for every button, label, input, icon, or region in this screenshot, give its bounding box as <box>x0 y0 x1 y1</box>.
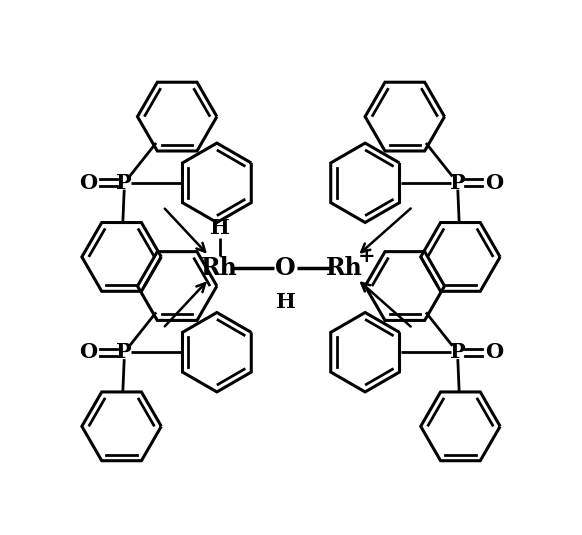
Text: Rh: Rh <box>201 256 238 279</box>
Text: O: O <box>79 173 97 193</box>
Text: P: P <box>450 173 466 193</box>
Text: P: P <box>116 173 132 193</box>
Text: O: O <box>79 342 97 362</box>
Text: O: O <box>275 256 296 279</box>
Text: H: H <box>276 292 296 312</box>
Text: Rh: Rh <box>325 256 363 279</box>
Text: H: H <box>210 218 229 238</box>
Text: O: O <box>485 173 503 193</box>
Text: P: P <box>450 342 466 362</box>
Text: +: + <box>357 246 375 266</box>
Text: O: O <box>485 342 503 362</box>
Text: P: P <box>116 342 132 362</box>
